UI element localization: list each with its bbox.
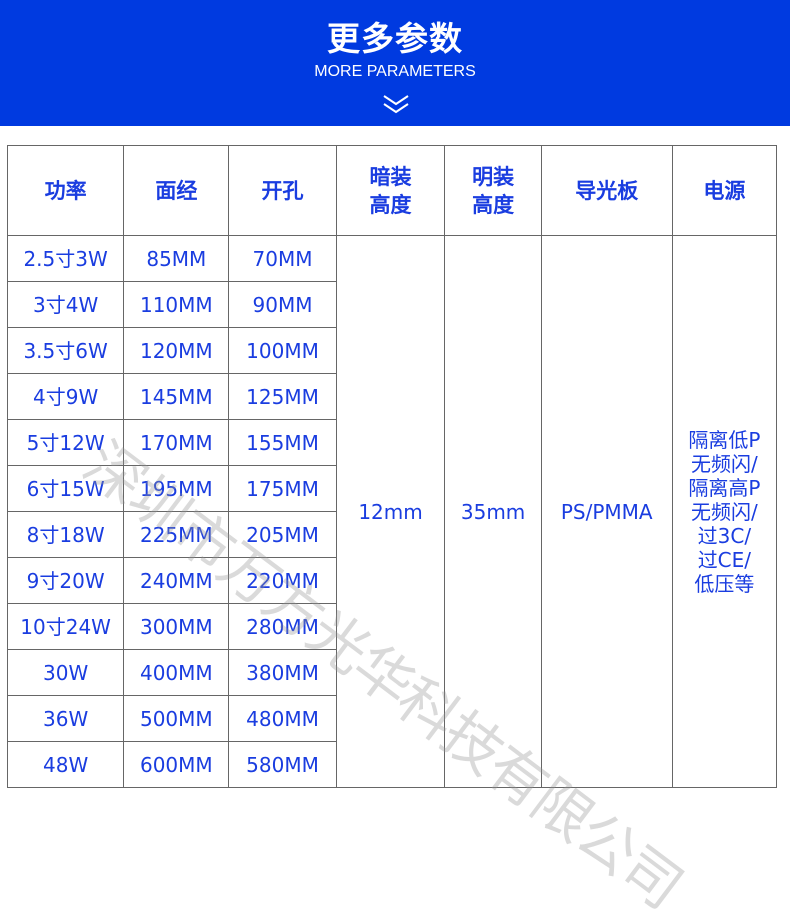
table-row: 30W 400MM 380MM (6, 649, 777, 696)
power-cell: 4寸9W (6, 373, 125, 420)
column-header: 功率 (6, 145, 125, 236)
cutout-cell: 480MM (228, 695, 337, 742)
column-header: 导光板 (540, 145, 673, 236)
column-header: 明装 高度 (444, 145, 542, 236)
power-cell: 48W (6, 741, 125, 788)
face-diameter-cell: 110MM (123, 281, 230, 328)
face-diameter-cell: 170MM (123, 419, 230, 466)
cutout-cell: 100MM (228, 327, 337, 374)
column-header: 电源 (671, 145, 778, 236)
face-diameter-cell: 195MM (123, 465, 230, 512)
light-guide-cell: PS/PMMA (540, 235, 673, 788)
power-cell: 8寸18W (6, 511, 125, 558)
face-diameter-cell: 300MM (123, 603, 230, 650)
parameters-table: 功率 面经 开孔 暗装 高度 明装 高度 导光板 电源 2.5寸3W 85MM 70MM 12mm 35… (6, 145, 778, 788)
face-diameter-cell: 225MM (123, 511, 230, 558)
face-diameter-cell: 500MM (123, 695, 230, 742)
cutout-cell: 155MM (228, 419, 337, 466)
page-title: 更多参数 (327, 19, 463, 58)
face-diameter-cell: 145MM (123, 373, 230, 420)
face-diameter-cell: 600MM (123, 741, 230, 788)
cutout-cell: 205MM (228, 511, 337, 558)
banner: 更多参数 MORE PARAMETERS (0, 0, 790, 126)
face-diameter-cell: 240MM (123, 557, 230, 604)
table-row: 10寸24W 300MM 280MM (6, 603, 777, 650)
power-cell: 6寸15W (6, 465, 125, 512)
cutout-cell: 90MM (228, 281, 337, 328)
power-cell: 5寸12W (6, 419, 125, 466)
table-row: 9寸20W 240MM 220MM (6, 557, 777, 604)
face-diameter-cell: 120MM (123, 327, 230, 374)
cutout-cell: 175MM (228, 465, 337, 512)
table-row: 2.5寸3W 85MM 70MM 12mm 35mm PS/PMMA 隔离低P 无频闪/隔离高… (6, 235, 778, 788)
cutout-cell: 125MM (228, 373, 337, 420)
recessed-height-cell: 12mm (335, 235, 446, 788)
column-header: 开孔 (228, 145, 337, 236)
table-row: 8寸18W 225MM 205MM (6, 511, 777, 558)
power-cell: 3寸4W (6, 281, 125, 328)
power-supply-cell: 隔离低P 无频闪/隔离高P 无频闪/过3C/过CE/低压等 (671, 235, 778, 788)
power-cell: 3.5寸6W (6, 327, 125, 374)
table-row: 6寸15W 195MM 175MM (6, 465, 777, 512)
face-diameter-cell: 85MM (123, 235, 230, 282)
column-header: 面经 (123, 145, 230, 236)
cutout-cell: 380MM (228, 649, 337, 696)
table-row: 48W 600MM 580MM (6, 741, 777, 788)
double-chevron-down-icon (383, 95, 409, 114)
page-subtitle: MORE PARAMETERS (314, 63, 476, 80)
cutout-cell: 70MM (228, 235, 337, 282)
surface-height-cell: 35mm (444, 235, 542, 788)
column-header: 暗装 高度 (335, 145, 446, 236)
power-cell: 30W (6, 649, 125, 696)
cutout-cell: 280MM (228, 603, 337, 650)
table-row: 5寸12W 170MM 155MM (6, 419, 777, 466)
cutout-cell: 580MM (228, 741, 337, 788)
power-cell: 9寸20W (6, 557, 125, 604)
cutout-cell: 220MM (228, 557, 337, 604)
power-cell: 2.5寸3W (6, 235, 125, 282)
power-cell: 36W (6, 695, 125, 742)
power-cell: 10寸24W (6, 603, 125, 650)
face-diameter-cell: 400MM (123, 649, 230, 696)
table-row: 3寸4W 110MM 90MM (6, 281, 777, 328)
